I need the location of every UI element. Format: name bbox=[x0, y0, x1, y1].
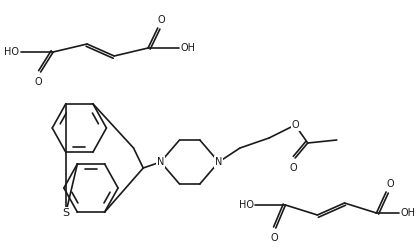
Text: OH: OH bbox=[181, 43, 196, 53]
Text: N: N bbox=[215, 157, 223, 167]
Text: O: O bbox=[35, 77, 42, 87]
Text: HO: HO bbox=[238, 200, 253, 210]
Text: O: O bbox=[386, 179, 394, 189]
Text: OH: OH bbox=[401, 208, 416, 218]
Text: O: O bbox=[270, 233, 277, 243]
Text: N: N bbox=[157, 157, 164, 167]
Text: O: O bbox=[291, 120, 299, 130]
Text: O: O bbox=[290, 163, 297, 173]
Text: S: S bbox=[62, 208, 69, 218]
Text: O: O bbox=[158, 15, 166, 25]
Text: HO: HO bbox=[4, 47, 20, 57]
